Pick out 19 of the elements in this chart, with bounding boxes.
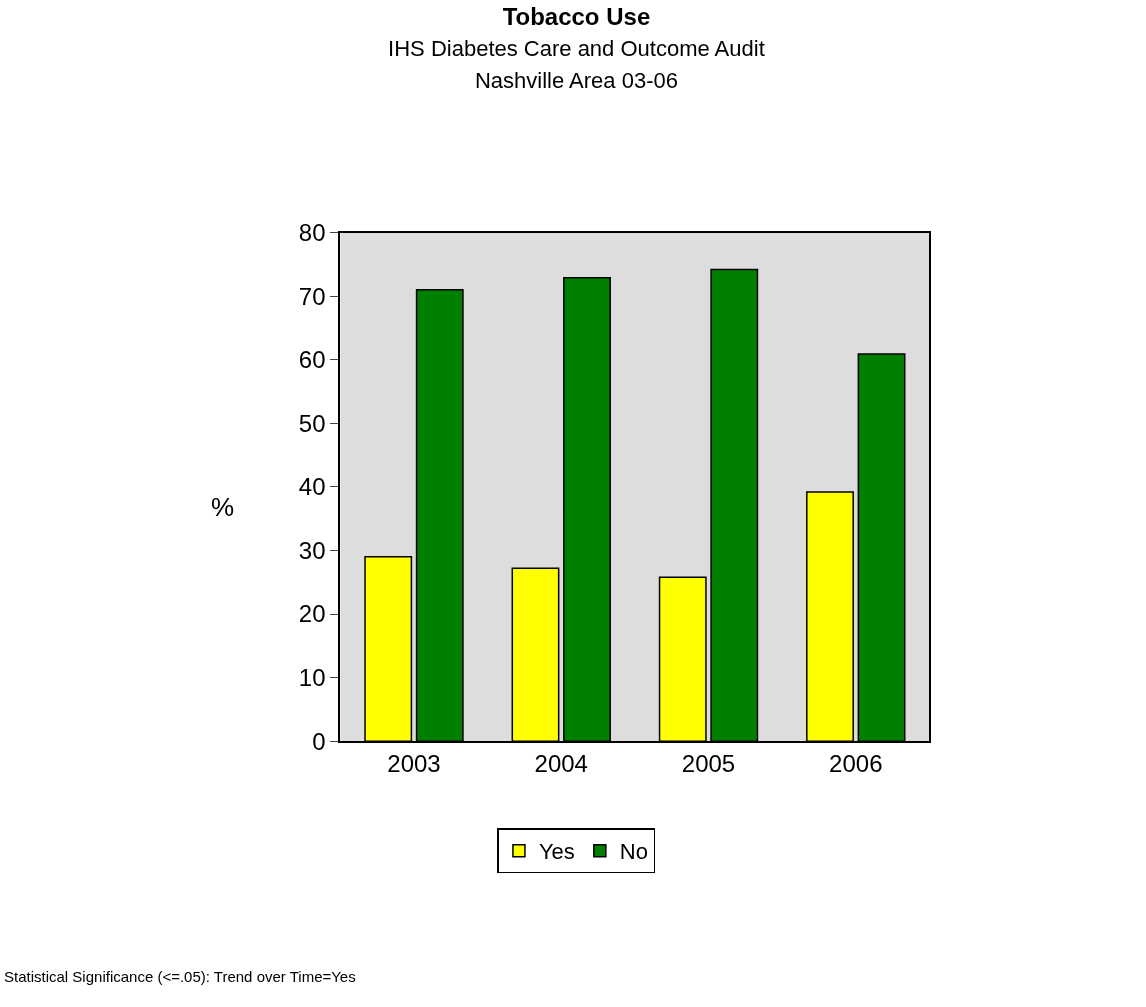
y-tick-label: 40 <box>298 473 326 501</box>
x-tick-label: 2004 <box>534 749 588 777</box>
y-tick-label: 20 <box>298 600 326 628</box>
x-tick-label: 2006 <box>829 749 883 777</box>
chart-title: Tobacco Use <box>502 3 651 31</box>
x-tick-label: 2003 <box>387 749 441 777</box>
y-tick-label: 0 <box>312 727 326 755</box>
y-tick-label: 30 <box>298 536 326 564</box>
y-tick-label: 10 <box>298 663 326 691</box>
x-tick-label: 2005 <box>681 749 736 777</box>
legend-label: Yes <box>538 839 575 865</box>
y-tick-label: 80 <box>298 218 326 246</box>
chart-subtitle: IHS Diabetes Care and Outcome Audit Nashville Area 03-06 <box>388 36 765 93</box>
legend-label: No <box>619 839 648 865</box>
y-tick-label: 70 <box>298 282 326 310</box>
y-axis-title: % <box>211 492 235 522</box>
text: Statistical Significance (<=.05): Trend over Time=Yes <box>4 968 356 985</box>
y-tick-label: 60 <box>298 346 326 374</box>
y-tick-label: 50 <box>298 409 326 437</box>
